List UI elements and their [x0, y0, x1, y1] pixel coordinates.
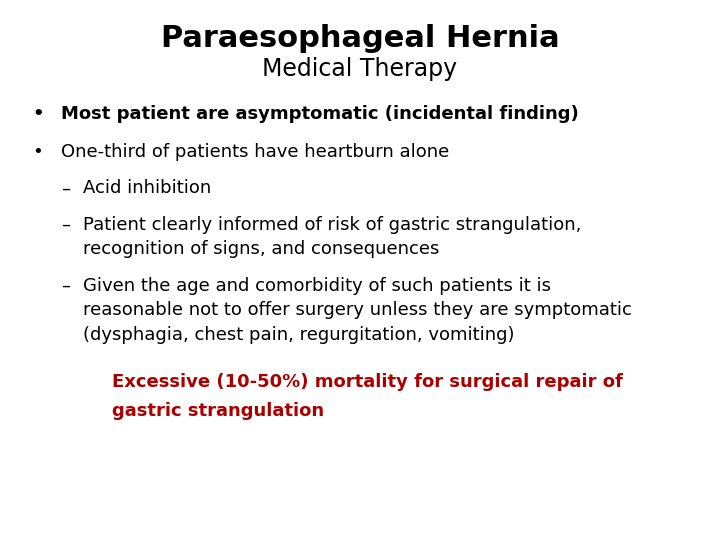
Text: recognition of signs, and consequences: recognition of signs, and consequences — [83, 240, 439, 258]
Text: (dysphagia, chest pain, regurgitation, vomiting): (dysphagia, chest pain, regurgitation, v… — [83, 326, 514, 343]
Text: –: – — [61, 216, 71, 234]
Text: One-third of patients have heartburn alone: One-third of patients have heartburn alo… — [61, 143, 449, 161]
Text: –: – — [61, 277, 71, 295]
Text: Acid inhibition: Acid inhibition — [83, 179, 211, 197]
Text: •: • — [32, 143, 43, 161]
Text: gastric strangulation: gastric strangulation — [112, 402, 324, 420]
Text: Medical Therapy: Medical Therapy — [262, 57, 458, 80]
Text: Paraesophageal Hernia: Paraesophageal Hernia — [161, 24, 559, 53]
Text: reasonable not to offer surgery unless they are symptomatic: reasonable not to offer surgery unless t… — [83, 301, 631, 319]
Text: Most patient are asymptomatic (incidental finding): Most patient are asymptomatic (incidenta… — [61, 105, 579, 123]
Text: Patient clearly informed of risk of gastric strangulation,: Patient clearly informed of risk of gast… — [83, 216, 581, 234]
Text: Given the age and comorbidity of such patients it is: Given the age and comorbidity of such pa… — [83, 277, 551, 295]
Text: •: • — [32, 105, 44, 123]
Text: –: – — [61, 179, 71, 197]
Text: Excessive (10-50%) mortality for surgical repair of: Excessive (10-50%) mortality for surgica… — [112, 373, 623, 390]
